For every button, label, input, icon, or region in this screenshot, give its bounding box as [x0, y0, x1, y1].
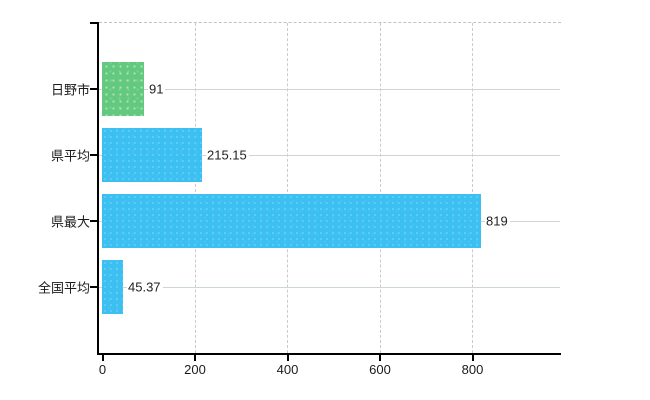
- vertical-gridline: [472, 23, 473, 353]
- bar: [102, 62, 144, 116]
- category-label: 県最大: [50, 214, 90, 230]
- x-tick-label: 200: [184, 362, 206, 377]
- bar: [102, 260, 123, 314]
- horizontal-gridline: [99, 155, 560, 156]
- x-tick-label: 800: [461, 362, 484, 377]
- horizontal-gridline: [99, 89, 560, 90]
- x-tick-label: 0: [98, 362, 107, 377]
- vertical-gridline: [194, 23, 196, 353]
- x-tick: [379, 355, 381, 361]
- y-tick: [90, 286, 97, 288]
- category-label: 県平均: [50, 148, 90, 164]
- vertical-gridline: [287, 23, 288, 353]
- x-tick: [471, 355, 474, 361]
- vertical-gridline: [379, 23, 381, 353]
- y-axis-line: [97, 22, 99, 355]
- x-tick: [101, 355, 104, 361]
- x-tick: [286, 355, 289, 361]
- plot-top-border: [99, 22, 561, 23]
- bar: [102, 194, 481, 248]
- y-tick: [90, 154, 97, 156]
- bar-value-label: 819: [485, 213, 510, 229]
- bar-value-label: 45.37: [127, 279, 163, 295]
- y-tick: [90, 220, 97, 222]
- x-axis-line: [97, 353, 561, 355]
- y-axis-top-tick: [90, 22, 97, 24]
- bar: [102, 128, 202, 182]
- x-tick-label: 600: [369, 362, 391, 377]
- x-tick-label: 400: [276, 362, 299, 377]
- horizontal-gridline: [99, 287, 560, 288]
- bar-value-label: 215.15: [206, 147, 249, 163]
- bar-value-label: 91: [148, 81, 166, 97]
- category-label: 日野市: [50, 82, 90, 98]
- y-tick: [90, 88, 97, 90]
- x-tick: [194, 355, 196, 361]
- category-label: 全国平均: [37, 280, 90, 296]
